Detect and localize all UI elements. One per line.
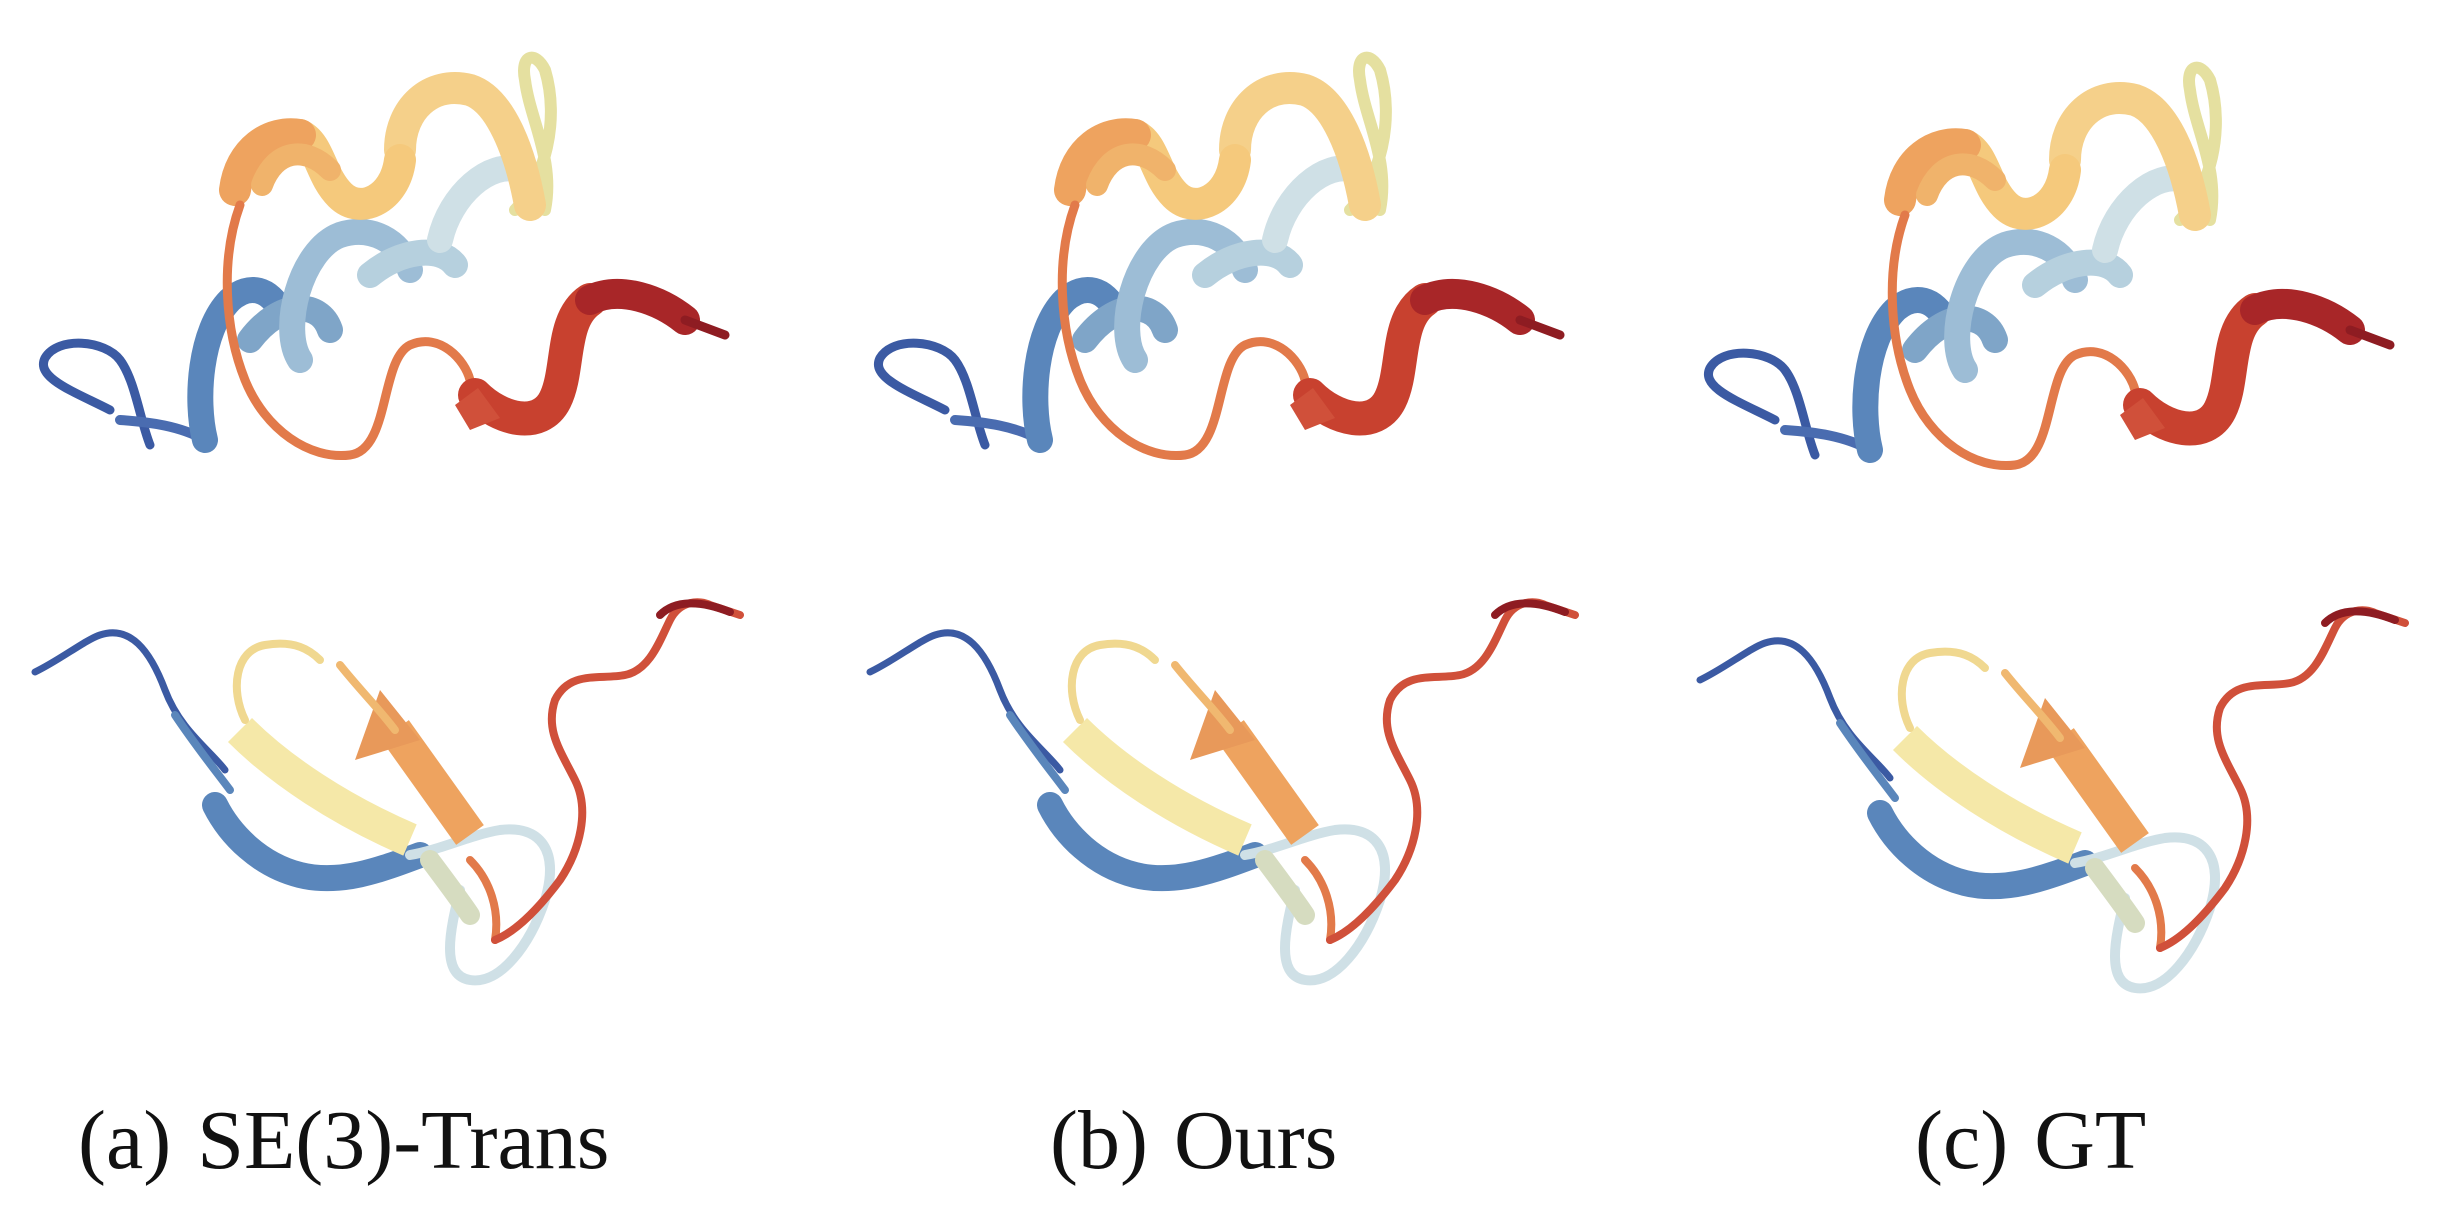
panel-a-sheet-structure: [35, 602, 740, 980]
caption-b-tag: (b): [1050, 1093, 1148, 1187]
caption-a-tag: (a): [78, 1093, 172, 1187]
caption-b-name: Ours: [1173, 1093, 1338, 1187]
caption-a: (a) SE(3)-Trans: [78, 1080, 609, 1200]
caption-a-name: SE(3)-Trans: [197, 1093, 610, 1187]
caption-c: (c) GT: [1915, 1080, 2146, 1200]
panel-b-helix-structure: [878, 58, 1560, 456]
panel-b-sheet-structure: [870, 602, 1575, 980]
panel-c-helix-structure: [1708, 68, 2390, 466]
panel-c-sheet-structure: [1700, 610, 2405, 988]
panel-a-helix-structure: [43, 58, 725, 456]
caption-c-tag: (c): [1915, 1093, 2009, 1187]
caption-c-name: GT: [2034, 1093, 2147, 1187]
caption-b: (b) Ours: [1050, 1080, 1337, 1200]
